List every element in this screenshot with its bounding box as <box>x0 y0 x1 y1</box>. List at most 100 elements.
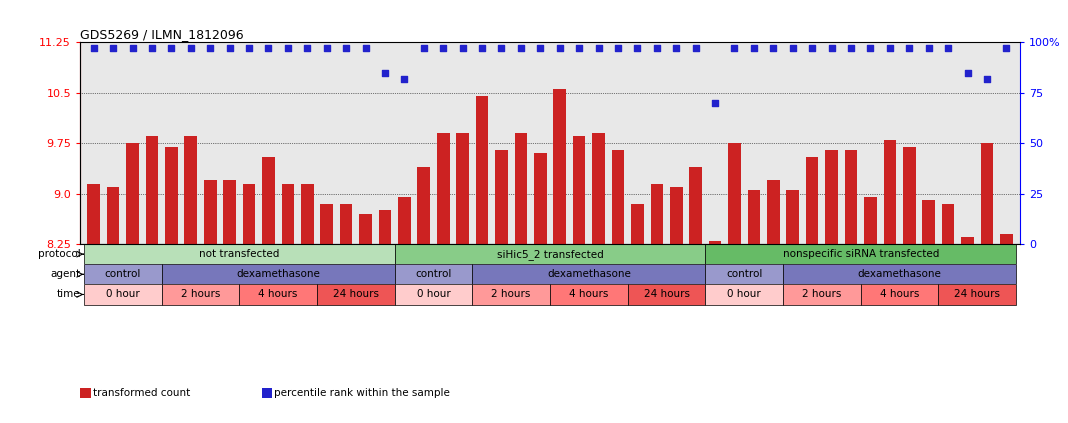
Bar <box>84 264 161 284</box>
Point <box>959 69 976 76</box>
Text: time: time <box>57 289 80 299</box>
Bar <box>185 137 198 244</box>
Point <box>921 45 938 52</box>
Bar <box>980 143 993 244</box>
Text: not transfected: not transfected <box>199 249 280 259</box>
Bar <box>242 184 255 244</box>
Point <box>570 45 587 52</box>
Bar <box>496 150 507 244</box>
Point <box>745 45 763 52</box>
Point <box>260 45 277 52</box>
Bar <box>689 167 702 244</box>
Bar <box>126 143 139 244</box>
Point <box>454 45 471 52</box>
Bar <box>166 146 177 244</box>
Bar <box>239 284 317 305</box>
Bar <box>709 241 721 244</box>
Text: protocol: protocol <box>37 249 80 259</box>
Bar <box>262 157 274 244</box>
Bar <box>395 244 705 264</box>
Bar <box>628 284 705 305</box>
Bar <box>631 204 644 244</box>
Bar <box>748 190 760 244</box>
Point <box>493 45 511 52</box>
Point <box>978 75 995 82</box>
Text: GDS5269 / ILMN_1812096: GDS5269 / ILMN_1812096 <box>80 28 244 41</box>
Bar <box>572 137 585 244</box>
Text: 4 hours: 4 hours <box>569 289 609 299</box>
Bar <box>456 133 469 244</box>
Text: percentile rank within the sample: percentile rank within the sample <box>274 388 451 398</box>
Bar <box>84 284 161 305</box>
Text: agent: agent <box>50 269 80 279</box>
Text: 24 hours: 24 hours <box>644 289 690 299</box>
Text: 0 hour: 0 hour <box>417 289 451 299</box>
Point <box>143 45 160 52</box>
Bar <box>398 197 411 244</box>
Point <box>396 75 413 82</box>
Bar <box>650 184 663 244</box>
Bar <box>515 133 528 244</box>
Bar <box>472 284 550 305</box>
Bar <box>359 214 372 244</box>
Point <box>707 99 724 106</box>
Bar <box>786 190 799 244</box>
Point <box>803 45 820 52</box>
Point <box>610 45 627 52</box>
Bar <box>826 150 838 244</box>
Bar <box>317 284 395 305</box>
Text: 24 hours: 24 hours <box>954 289 1001 299</box>
Point <box>629 45 646 52</box>
Point <box>900 45 917 52</box>
Bar <box>88 184 100 244</box>
Bar <box>553 89 566 244</box>
Point <box>376 69 393 76</box>
Bar <box>161 264 395 284</box>
Bar <box>475 96 488 244</box>
Point <box>726 45 743 52</box>
Text: 0 hour: 0 hour <box>727 289 761 299</box>
Point <box>85 45 103 52</box>
Bar <box>1000 234 1012 244</box>
Point <box>765 45 782 52</box>
Point <box>435 45 452 52</box>
Bar <box>705 284 783 305</box>
Bar <box>437 133 450 244</box>
Text: control: control <box>415 269 452 279</box>
Bar <box>705 264 783 284</box>
Bar <box>301 184 314 244</box>
Point <box>202 45 219 52</box>
Bar <box>902 146 915 244</box>
Bar <box>612 150 625 244</box>
Bar <box>395 284 472 305</box>
Bar <box>593 133 604 244</box>
Bar <box>145 137 158 244</box>
Bar <box>418 167 430 244</box>
Text: control: control <box>105 269 141 279</box>
Bar <box>883 140 896 244</box>
Bar <box>923 201 934 244</box>
Bar <box>705 244 1016 264</box>
Text: 2 hours: 2 hours <box>180 289 220 299</box>
Point <box>648 45 665 52</box>
Text: 0 hour: 0 hour <box>106 289 140 299</box>
Bar <box>806 157 818 244</box>
Point <box>280 45 297 52</box>
Bar <box>472 264 705 284</box>
Bar <box>783 284 861 305</box>
Text: 4 hours: 4 hours <box>258 289 298 299</box>
Bar <box>939 284 1016 305</box>
Point <box>124 45 141 52</box>
Bar <box>845 150 858 244</box>
Bar <box>864 197 877 244</box>
Point <box>862 45 879 52</box>
Bar <box>783 264 1016 284</box>
Text: nonspecific siRNA transfected: nonspecific siRNA transfected <box>783 249 939 259</box>
Bar <box>282 184 294 244</box>
Bar <box>395 264 472 284</box>
Bar <box>550 284 628 305</box>
Point <box>415 45 433 52</box>
Point <box>221 45 238 52</box>
Bar <box>107 187 120 244</box>
Point <box>532 45 549 52</box>
